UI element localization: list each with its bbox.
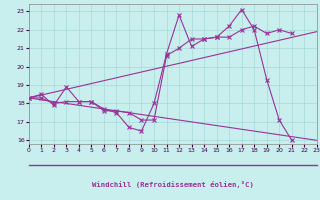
Text: Windchill (Refroidissement éolien,°C): Windchill (Refroidissement éolien,°C) <box>92 180 254 188</box>
